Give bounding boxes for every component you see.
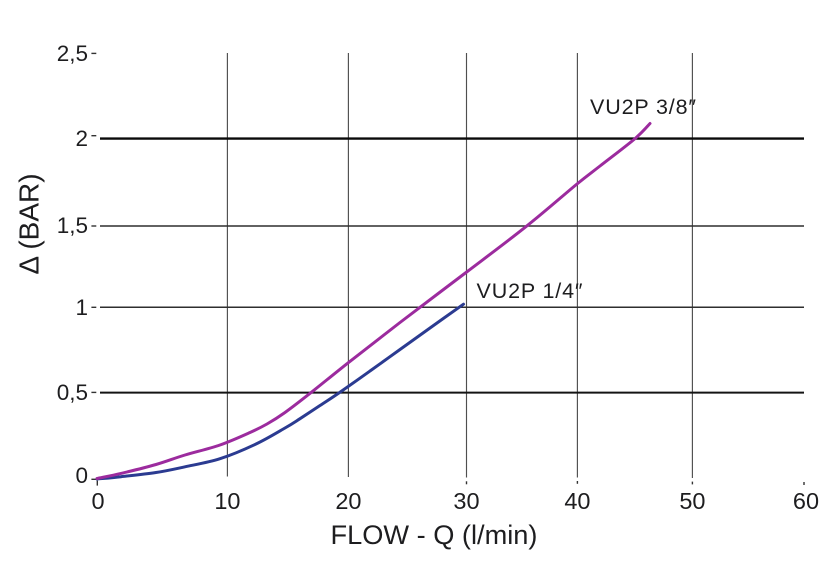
svg-text:Δ (BAR): Δ (BAR) (14, 173, 45, 274)
svg-text:1: 1 (75, 295, 88, 320)
svg-text:0,5: 0,5 (57, 380, 88, 405)
svg-text:VU2P 1/4″: VU2P 1/4″ (477, 279, 584, 303)
svg-text:50: 50 (679, 488, 705, 514)
svg-text:FLOW - Q (l/min): FLOW - Q (l/min) (331, 519, 538, 550)
svg-text:2: 2 (75, 126, 88, 151)
svg-text:0: 0 (91, 488, 104, 514)
svg-text:10: 10 (214, 488, 240, 514)
svg-text:0: 0 (75, 463, 88, 488)
svg-text:40: 40 (564, 488, 590, 514)
svg-text:20: 20 (335, 488, 361, 514)
svg-text:30: 30 (453, 488, 479, 514)
svg-text:VU2P 3/8″: VU2P 3/8″ (590, 95, 697, 119)
svg-text:2,5: 2,5 (57, 41, 88, 66)
svg-text:1,5: 1,5 (57, 213, 88, 238)
svg-text:60: 60 (793, 488, 819, 514)
